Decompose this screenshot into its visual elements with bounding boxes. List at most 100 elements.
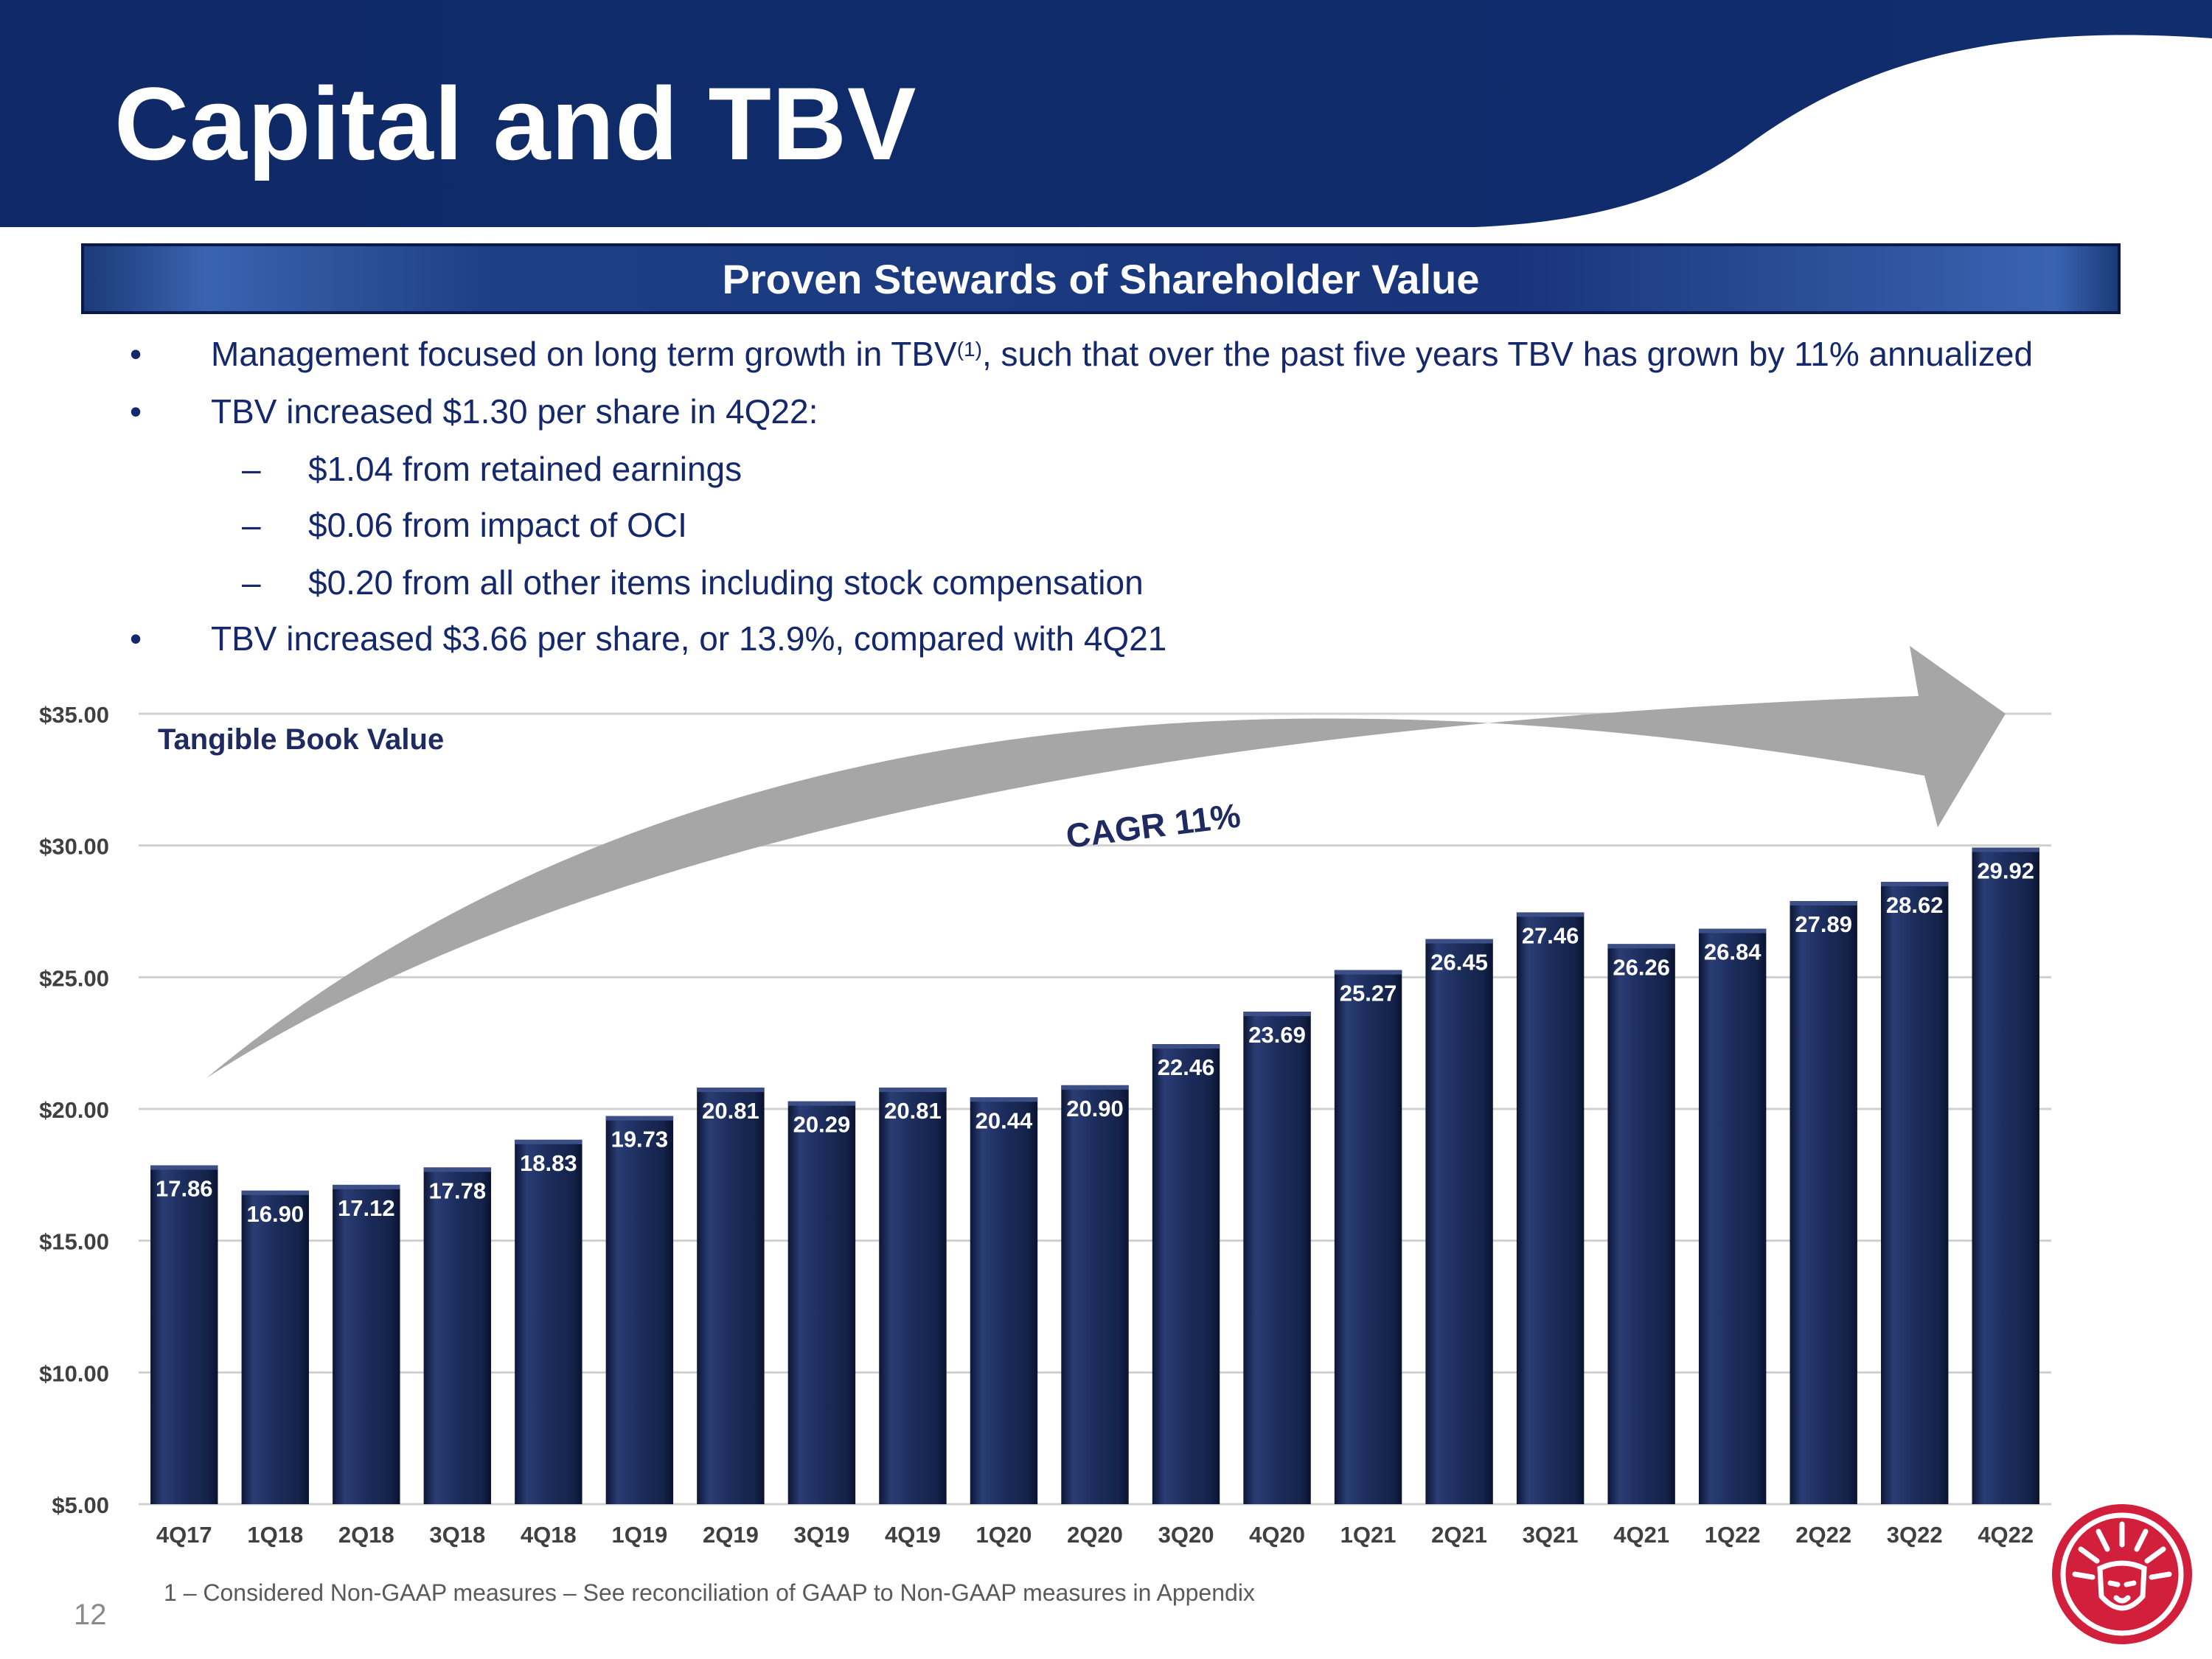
bar <box>1516 912 1585 1504</box>
bar-cap <box>1607 944 1675 949</box>
bar <box>1881 881 1949 1504</box>
x-tick-label: 3Q18 <box>429 1522 485 1548</box>
bar-value-label: 20.81 <box>702 1098 759 1124</box>
bar-cap <box>1152 1044 1220 1049</box>
bar <box>1790 901 1857 1504</box>
bar <box>423 1167 492 1504</box>
bar-cap <box>879 1088 947 1093</box>
bar-value-label: 20.44 <box>975 1107 1033 1133</box>
bar-cap <box>1425 939 1493 944</box>
y-tick-label: $25.00 <box>39 965 109 991</box>
bar-cap <box>423 1167 492 1172</box>
bar <box>515 1139 582 1504</box>
x-tick-label: 4Q18 <box>521 1522 577 1548</box>
bullet-text-continued: , such that over the past five years TBV… <box>981 335 2034 373</box>
bar-cap <box>1790 901 1857 906</box>
dash-glyph: – <box>242 506 261 544</box>
x-tick-label: 4Q21 <box>1613 1522 1669 1548</box>
bar-value-label: 26.84 <box>1704 939 1761 965</box>
bullet-text: TBV increased $1.30 per share in 4Q22: <box>211 392 818 431</box>
bar-cap <box>970 1097 1038 1102</box>
bullet-item: • TBV increased $3.66 per share, or 13.9… <box>130 618 1167 659</box>
dash-glyph: – <box>242 450 261 488</box>
bar-value-label: 20.81 <box>884 1098 942 1124</box>
tbv-bar-chart: $5.00 $10.00 $15.00 $20.00 $25.00 $30.00 $35.0… <box>39 646 2051 1548</box>
bar-value-label: 26.45 <box>1430 950 1488 975</box>
bar-value-label: 23.69 <box>1248 1022 1306 1048</box>
bar-cap <box>1061 1085 1129 1090</box>
x-tick-label: 4Q22 <box>1978 1522 2034 1548</box>
bar-cap <box>697 1088 765 1093</box>
bar <box>1972 847 2039 1504</box>
bar-cap <box>515 1139 582 1144</box>
bullet-text: TBV increased $3.66 per share, or 13.9%,… <box>211 619 1167 658</box>
x-tick-label: 4Q19 <box>885 1522 941 1548</box>
bullet-item: • TBV increased $1.30 per share in 4Q22: <box>130 391 818 432</box>
x-tick-label: 3Q19 <box>794 1522 850 1548</box>
bar-cap <box>1516 912 1585 917</box>
lion-logo-icon <box>2052 1504 2192 1644</box>
bar-value-label: 22.46 <box>1158 1054 1215 1080</box>
bar <box>1698 928 1767 1504</box>
bar-cap <box>1698 928 1767 933</box>
y-tick-label: $20.00 <box>39 1097 109 1123</box>
y-tick-label: $5.00 <box>52 1492 109 1518</box>
x-tick-label: 2Q20 <box>1067 1522 1123 1548</box>
bar-value-label: 17.12 <box>338 1195 395 1221</box>
bar <box>879 1088 947 1504</box>
dash-glyph: – <box>242 563 261 602</box>
bar-value-label: 16.90 <box>246 1201 304 1227</box>
x-tick-label: 2Q22 <box>1795 1522 1851 1548</box>
bullet-glyph: • <box>130 335 142 373</box>
bar-value-label: 20.29 <box>793 1112 851 1138</box>
x-tick-label: 4Q20 <box>1249 1522 1305 1548</box>
bar <box>1607 944 1675 1504</box>
x-tick-label: 1Q20 <box>976 1522 1032 1548</box>
bar <box>333 1184 400 1504</box>
page-number: 12 <box>74 1599 107 1631</box>
bar-value-label: 29.92 <box>1977 858 2034 884</box>
bullet-item: • Management focused on long term growth… <box>130 333 2034 375</box>
sub-bullet-text: $0.06 from impact of OCI <box>308 506 687 544</box>
bar-value-label: 18.83 <box>520 1150 577 1176</box>
y-tick-label: $30.00 <box>39 834 109 860</box>
sub-bullet-item: – $0.20 from all other items including s… <box>242 562 1144 603</box>
bar-value-label: 19.73 <box>611 1127 669 1152</box>
bar <box>697 1088 765 1504</box>
header-wave <box>0 0 2212 227</box>
bar <box>1243 1012 1311 1504</box>
x-tick-label: 1Q22 <box>1705 1522 1761 1548</box>
y-tick-label: $35.00 <box>39 702 109 728</box>
footnote-marker: (1) <box>956 338 982 361</box>
section-banner: Proven Stewards of Shareholder Value <box>81 243 2121 314</box>
bar-cap <box>150 1165 218 1170</box>
x-tick-label: 1Q19 <box>611 1522 667 1548</box>
x-tick-label: 2Q21 <box>1431 1522 1487 1548</box>
bar-value-label: 17.78 <box>429 1178 487 1203</box>
bar <box>1334 970 1402 1504</box>
bar <box>1425 939 1493 1504</box>
x-tick-label: 3Q20 <box>1158 1522 1214 1548</box>
bar <box>241 1190 309 1504</box>
bar-value-label: 20.90 <box>1066 1096 1124 1121</box>
bar-cap <box>241 1190 309 1195</box>
bar-cap <box>605 1116 674 1121</box>
x-tick-label: 1Q18 <box>247 1522 303 1548</box>
bar-cap <box>1972 847 2039 852</box>
bar-cap <box>1334 970 1402 975</box>
x-tick-label: 2Q18 <box>338 1522 394 1548</box>
bullet-glyph: • <box>130 619 142 658</box>
bar <box>1061 1085 1129 1504</box>
x-tick-label: 4Q17 <box>156 1522 212 1548</box>
bar <box>605 1116 674 1504</box>
footnote: 1 – Considered Non-GAAP measures – See r… <box>164 1579 1255 1606</box>
bar-value-label: 17.86 <box>156 1175 213 1201</box>
banner-title: Proven Stewards of Shareholder Value <box>722 255 1480 302</box>
x-tick-label: 1Q21 <box>1340 1522 1397 1548</box>
bar-value-label: 27.89 <box>1795 911 1852 937</box>
cagr-arrow <box>206 646 2006 1078</box>
bar <box>1152 1044 1220 1504</box>
y-tick-label: $15.00 <box>39 1229 109 1255</box>
bar <box>787 1101 856 1504</box>
x-tick-label: 3Q21 <box>1523 1522 1579 1548</box>
